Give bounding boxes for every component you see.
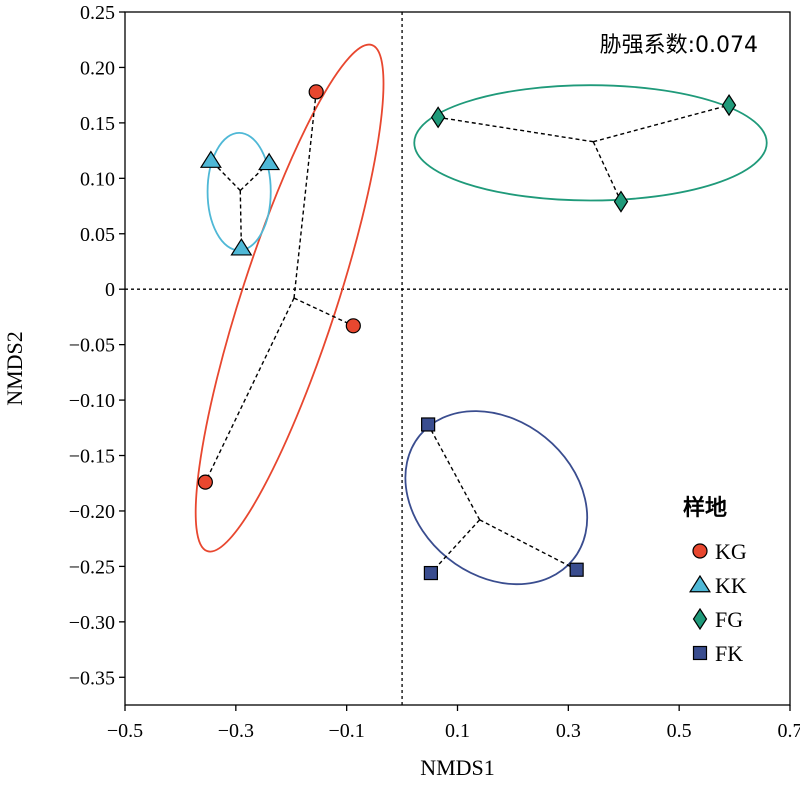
group-ellipses <box>194 43 768 586</box>
x-tick-label: −0.3 <box>218 720 254 742</box>
y-axis-title: NMDS2 <box>2 331 27 406</box>
x-axis-title: NMDS1 <box>420 755 495 780</box>
reference-lines <box>125 12 790 705</box>
data-points <box>197 84 737 581</box>
legend-marker-fk <box>692 645 708 661</box>
fg-spoke <box>593 104 730 143</box>
x-tick-label: 0.3 <box>556 720 581 742</box>
legend-marker-kg <box>692 543 708 559</box>
kg-point <box>308 84 324 100</box>
fk-spoke <box>427 424 481 521</box>
kg-spoke <box>293 91 317 299</box>
fk-spoke <box>479 519 577 571</box>
y-tick-label: −0.30 <box>69 612 115 634</box>
y-tick-label: −0.20 <box>69 501 115 523</box>
y-tick-label: 0 <box>105 279 115 301</box>
fk-ellipse <box>404 410 589 586</box>
y-tick-label: 0.15 <box>80 113 115 135</box>
fk-point <box>569 562 584 577</box>
fg-point <box>721 94 737 117</box>
y-axis-ticks: 0.25 0.20 0.15 0.10 0.05 0 −0.05 −0.10 −0.15 −0.2… <box>69 2 125 689</box>
legend-marker-kk <box>689 574 711 593</box>
legend-label-fg: FG <box>715 607 743 632</box>
kk-point <box>258 152 281 171</box>
centroid-spokes <box>204 91 730 574</box>
fg-point <box>613 190 629 213</box>
kk-spoke <box>239 190 243 249</box>
x-tick-label: −0.1 <box>329 720 365 742</box>
y-tick-label: −0.15 <box>69 446 115 468</box>
kg-point <box>197 474 213 490</box>
y-tick-label: 0.10 <box>80 168 115 190</box>
legend-label-kg: KG <box>715 539 747 564</box>
kk-point <box>230 238 253 256</box>
kg-point <box>345 318 361 334</box>
x-tick-label: 0.1 <box>445 720 470 742</box>
x-tick-label: −0.5 <box>107 720 143 742</box>
legend-title: 样地 <box>683 495 727 521</box>
legend-label-kk: KK <box>715 573 747 598</box>
y-tick-label: −0.35 <box>69 667 115 689</box>
y-tick-label: 0.20 <box>80 57 115 79</box>
kg-ellipse <box>194 43 385 553</box>
x-axis-ticks: −0.5 −0.3 −0.1 0.1 0.3 0.5 0.7 <box>107 705 800 742</box>
stress-annotation: 胁强系数:0.074 <box>600 33 758 58</box>
y-tick-label: 0.25 <box>80 2 115 24</box>
kk-ellipse <box>206 131 272 252</box>
y-tick-label: −0.25 <box>69 556 115 578</box>
legend-marker-fg <box>692 607 708 631</box>
kg-spoke <box>293 297 354 327</box>
x-tick-label: 0.5 <box>667 720 692 742</box>
legend: 样地 KG KK FG FK <box>683 495 747 666</box>
kk-point <box>199 150 222 168</box>
legend-label-fk: FK <box>715 641 743 666</box>
y-tick-label: −0.05 <box>69 335 115 357</box>
fg-point <box>430 106 446 129</box>
x-tick-label: 0.7 <box>778 720 800 742</box>
fg-ellipse <box>413 84 768 202</box>
kg-spoke <box>204 297 295 483</box>
y-tick-label: −0.10 <box>69 390 115 412</box>
fg-spoke <box>437 116 594 143</box>
fg-spoke <box>592 141 622 202</box>
fk-point <box>421 417 436 432</box>
fk-point <box>423 565 438 581</box>
fk-spoke <box>430 519 481 574</box>
y-tick-label: 0.05 <box>80 224 115 246</box>
